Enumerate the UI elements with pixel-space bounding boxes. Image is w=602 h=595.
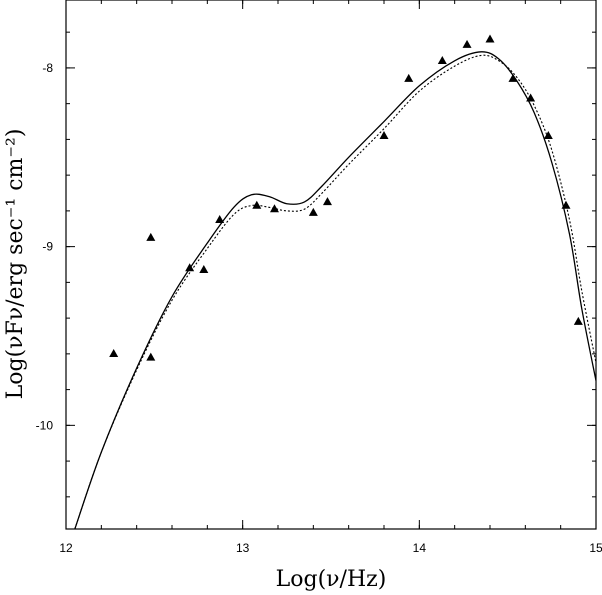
x-tick-label: 13 [236, 541, 250, 555]
axis-ticks [65, 0, 597, 529]
data-point-triangle [543, 131, 553, 140]
tick-labels: 12 13 14 15 -10 -9 -8 [36, 61, 602, 555]
data-point-triangle [269, 204, 279, 213]
data-point-triangle [561, 200, 571, 209]
x-tick-label: 12 [59, 541, 73, 555]
data-point-triangle [308, 207, 318, 216]
x-tick-label: 15 [589, 541, 602, 555]
x-axis-label: Log(ν/Hz) [276, 567, 387, 592]
y-tick-label: -10 [36, 418, 54, 432]
data-point-triangle [146, 232, 156, 241]
data-point-triangle [526, 93, 536, 102]
data-point-triangle [485, 34, 495, 43]
model-curves [74, 51, 596, 529]
x-tick-label: 14 [413, 541, 427, 555]
data-point-triangle [462, 39, 472, 48]
data-point-triangle [379, 131, 389, 140]
model-curve-solid [74, 51, 596, 529]
y-axis-label: Log(νFν/erg sec⁻¹ cm⁻²) [3, 129, 28, 400]
data-point-triangle [322, 197, 332, 206]
model-curve-dotted [74, 54, 596, 529]
y-tick-label: -8 [42, 61, 53, 75]
observed-points [109, 34, 583, 361]
data-point-triangle [109, 349, 119, 358]
data-point-triangle [215, 215, 225, 224]
data-point-triangle [437, 55, 447, 64]
data-point-triangle [146, 352, 156, 361]
y-tick-label: -9 [42, 240, 53, 254]
data-point-triangle [185, 263, 195, 272]
data-point-triangle [199, 265, 209, 274]
data-point-triangle [573, 316, 583, 325]
data-point-triangle [404, 73, 414, 82]
plot-frame [65, 0, 597, 530]
data-point-triangle [252, 200, 262, 209]
data-point-triangle [508, 73, 518, 82]
